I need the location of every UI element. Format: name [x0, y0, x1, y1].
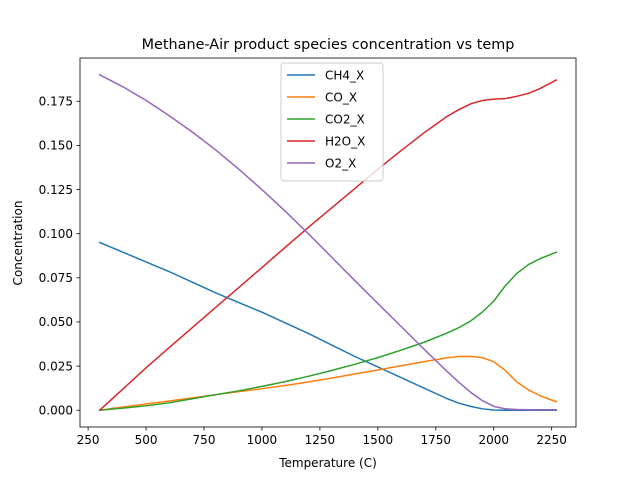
y-tick-label: 0.175 [39, 95, 73, 109]
y-tick-label: 0.075 [39, 271, 73, 285]
legend-label: H2O_X [325, 134, 365, 148]
legend-label: CO_X [325, 90, 357, 104]
y-tick-label: 0.000 [39, 404, 73, 418]
x-tick-label: 250 [77, 433, 100, 447]
plot-area: 250 500 750 1000 1250 1500 1750 2000 2250 0.000 0.… [39, 57, 577, 447]
series-line-co2-x [98, 251, 558, 412]
y-tick-label: 0.125 [39, 183, 73, 197]
x-tick-label: 1750 [421, 433, 452, 447]
x-tick-label: 1250 [305, 433, 336, 447]
x-tick-label: 2000 [478, 433, 509, 447]
chart-title: Methane-Air product species concentratio… [142, 37, 515, 53]
x-tick-label: 500 [135, 433, 158, 447]
series-line-co-x [98, 355, 558, 412]
y-axis-label: Concentration [11, 201, 25, 286]
series-line-ch4-x [98, 241, 558, 411]
x-tick-label: 2250 [536, 433, 567, 447]
legend-label: CO2_X [325, 112, 365, 126]
legend-box [280, 62, 384, 182]
x-axis-label: Temperature (C) [278, 456, 377, 470]
y-tick-label: 0.050 [39, 315, 73, 329]
x-tick-label: 1000 [247, 433, 278, 447]
legend-label: CH4_X [325, 68, 364, 82]
x-tick-label: 1500 [363, 433, 394, 447]
legend-label: O2_X [325, 156, 356, 170]
axes-frame [79, 57, 577, 428]
y-tick-label: 0.100 [39, 227, 73, 241]
y-tick-label: 0.150 [39, 139, 73, 153]
x-tick-label: 750 [193, 433, 216, 447]
y-tick-label: 0.025 [39, 359, 73, 373]
series-line-o2-x [98, 73, 558, 411]
